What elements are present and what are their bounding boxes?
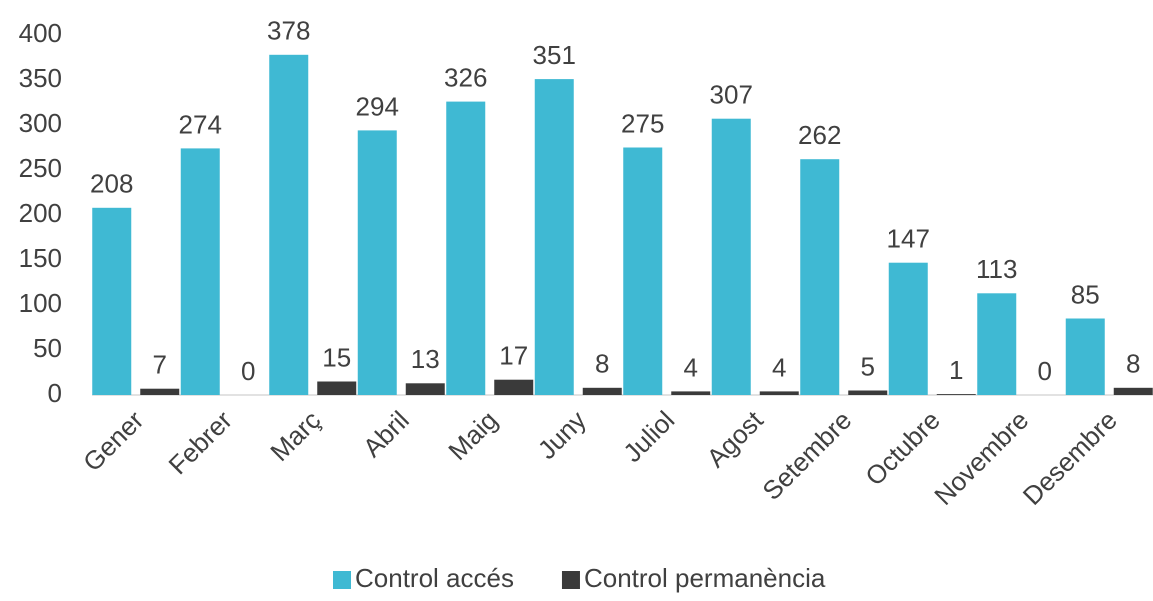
data-label: 378: [267, 16, 310, 46]
bar: [180, 148, 220, 395]
data-label: 15: [322, 342, 351, 372]
y-tick-label: 400: [19, 18, 62, 48]
bar: [405, 383, 445, 395]
data-label: 275: [621, 108, 664, 138]
y-tick-label: 100: [19, 288, 62, 318]
x-tick-label: Agost: [701, 404, 770, 473]
y-tick-label: 150: [19, 243, 62, 273]
bar: [936, 394, 976, 395]
data-label: 4: [684, 352, 698, 382]
bar: [534, 79, 574, 395]
x-tick-label: Desembre: [1017, 405, 1123, 511]
bar: [711, 118, 751, 395]
data-label: 5: [861, 351, 875, 381]
bar: [317, 381, 357, 395]
x-tick-label: Juny: [532, 405, 592, 465]
bar: [494, 379, 534, 395]
y-tick-label: 200: [19, 198, 62, 228]
data-label: 262: [798, 120, 841, 150]
bar: [848, 390, 888, 395]
legend-swatch: [333, 571, 351, 589]
x-tick-label: Maig: [442, 405, 503, 466]
x-tick-label: Novembre: [928, 405, 1034, 511]
data-label: 1: [949, 355, 963, 385]
x-tick-label: Setembre: [756, 405, 857, 506]
x-tick-label: Octubre: [859, 405, 946, 492]
data-label: 274: [179, 109, 222, 139]
data-label: 351: [533, 40, 576, 70]
y-tick-label: 0: [48, 378, 62, 408]
x-tick-label: Juliol: [617, 405, 680, 468]
x-tick-label: Febrer: [162, 405, 238, 481]
legend-label: Control permanència: [584, 563, 826, 593]
bar: [623, 147, 663, 395]
data-label: 17: [499, 341, 528, 371]
y-tick-label: 350: [19, 63, 62, 93]
data-label: 208: [90, 169, 133, 199]
x-tick-label: Març: [264, 405, 326, 467]
bar: [977, 293, 1017, 395]
data-label: 8: [595, 349, 609, 379]
legend-swatch: [561, 571, 580, 589]
bar: [671, 391, 711, 395]
x-tick-label: Gener: [77, 405, 150, 478]
bar: [1065, 318, 1105, 395]
x-tick-label: Abril: [357, 405, 415, 463]
bar: [357, 130, 397, 395]
data-label: 326: [444, 62, 487, 92]
bar: [446, 101, 486, 395]
bar: [800, 159, 840, 395]
y-tick-label: 250: [19, 153, 62, 183]
data-label: 85: [1071, 279, 1100, 309]
data-label: 13: [411, 344, 440, 374]
bar: [759, 391, 799, 395]
data-label: 113: [976, 254, 1017, 284]
data-label: 0: [1038, 356, 1052, 386]
bar: [269, 54, 309, 396]
bar: [92, 207, 132, 395]
data-label: 7: [153, 350, 167, 380]
bar: [1113, 387, 1153, 395]
data-label: 0: [241, 356, 255, 386]
bar: [140, 388, 180, 395]
legend-label: Control accés: [355, 563, 514, 593]
y-tick-label: 50: [33, 333, 62, 363]
data-label: 8: [1126, 349, 1140, 379]
data-label: 4: [772, 352, 786, 382]
bar: [888, 262, 928, 395]
y-tick-label: 300: [19, 108, 62, 138]
data-label: 294: [356, 91, 399, 121]
bar: [582, 387, 622, 395]
data-label: 147: [887, 224, 930, 254]
data-label: 307: [710, 80, 753, 110]
